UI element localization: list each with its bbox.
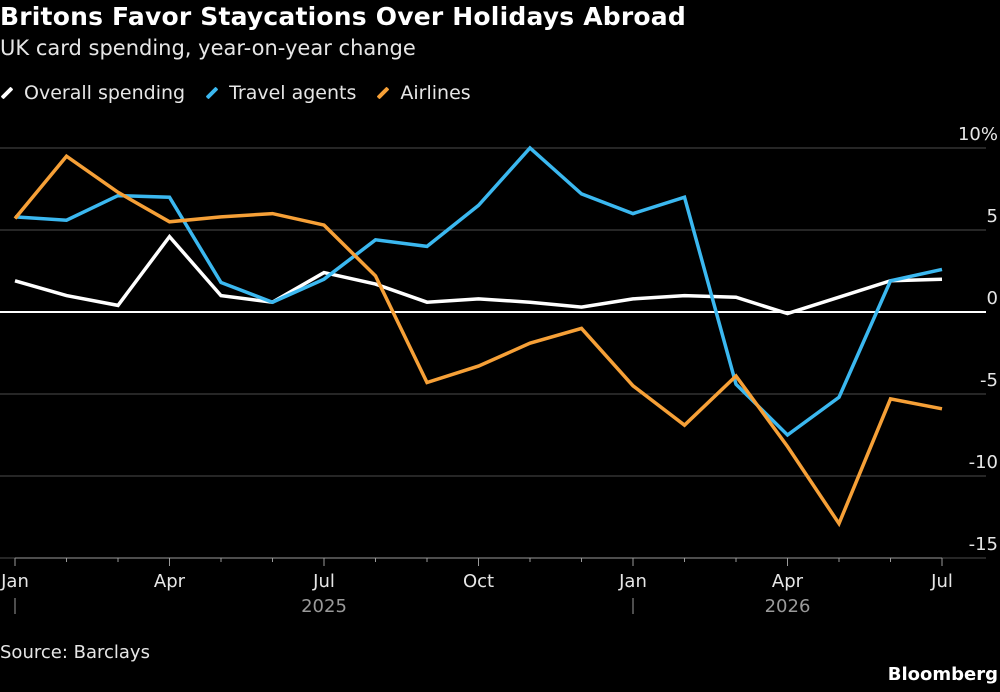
legend-label-airlines: Airlines <box>400 82 471 104</box>
chart-title: Britons Favor Staycations Over Holidays … <box>0 2 686 31</box>
source-note: Source: Barclays <box>0 642 150 663</box>
series-line-overall-spending <box>14 233 943 316</box>
legend-item-travel-agents: Travel agents <box>205 82 356 104</box>
x-tick-label: Jan <box>618 571 647 592</box>
legend-item-airlines: Airlines <box>376 82 471 104</box>
series-line-travel-agents <box>14 145 943 438</box>
series-line-airlines <box>13 153 943 528</box>
y-tick-label: 10% <box>958 124 998 145</box>
x-tick-label: Apr <box>772 571 804 592</box>
x-tick-label: Oct <box>463 571 494 592</box>
x-tick-label: Jan <box>0 571 29 592</box>
year-label: 2025 <box>301 596 347 617</box>
y-tick-label: -5 <box>980 370 998 391</box>
y-tick-label: -15 <box>969 534 998 555</box>
year-label: 2026 <box>765 596 811 617</box>
legend-label-travel-agents: Travel agents <box>229 82 357 104</box>
bloomberg-logo: Bloomberg <box>887 664 998 685</box>
chart-subtitle: UK card spending, year-on-year change <box>0 36 416 60</box>
x-tick-label: Apr <box>154 571 186 592</box>
y-tick-label: -10 <box>969 452 998 473</box>
x-tick-label: Jul <box>312 571 335 592</box>
x-tick-label: Jul <box>930 571 953 592</box>
y-tick-label: 5 <box>987 206 998 227</box>
legend-item-overall: Overall spending <box>0 82 185 104</box>
legend-label-overall: Overall spending <box>24 82 186 104</box>
legend: Overall spending Travel agents Airlines <box>0 82 491 104</box>
y-tick-label: 0 <box>987 288 998 309</box>
